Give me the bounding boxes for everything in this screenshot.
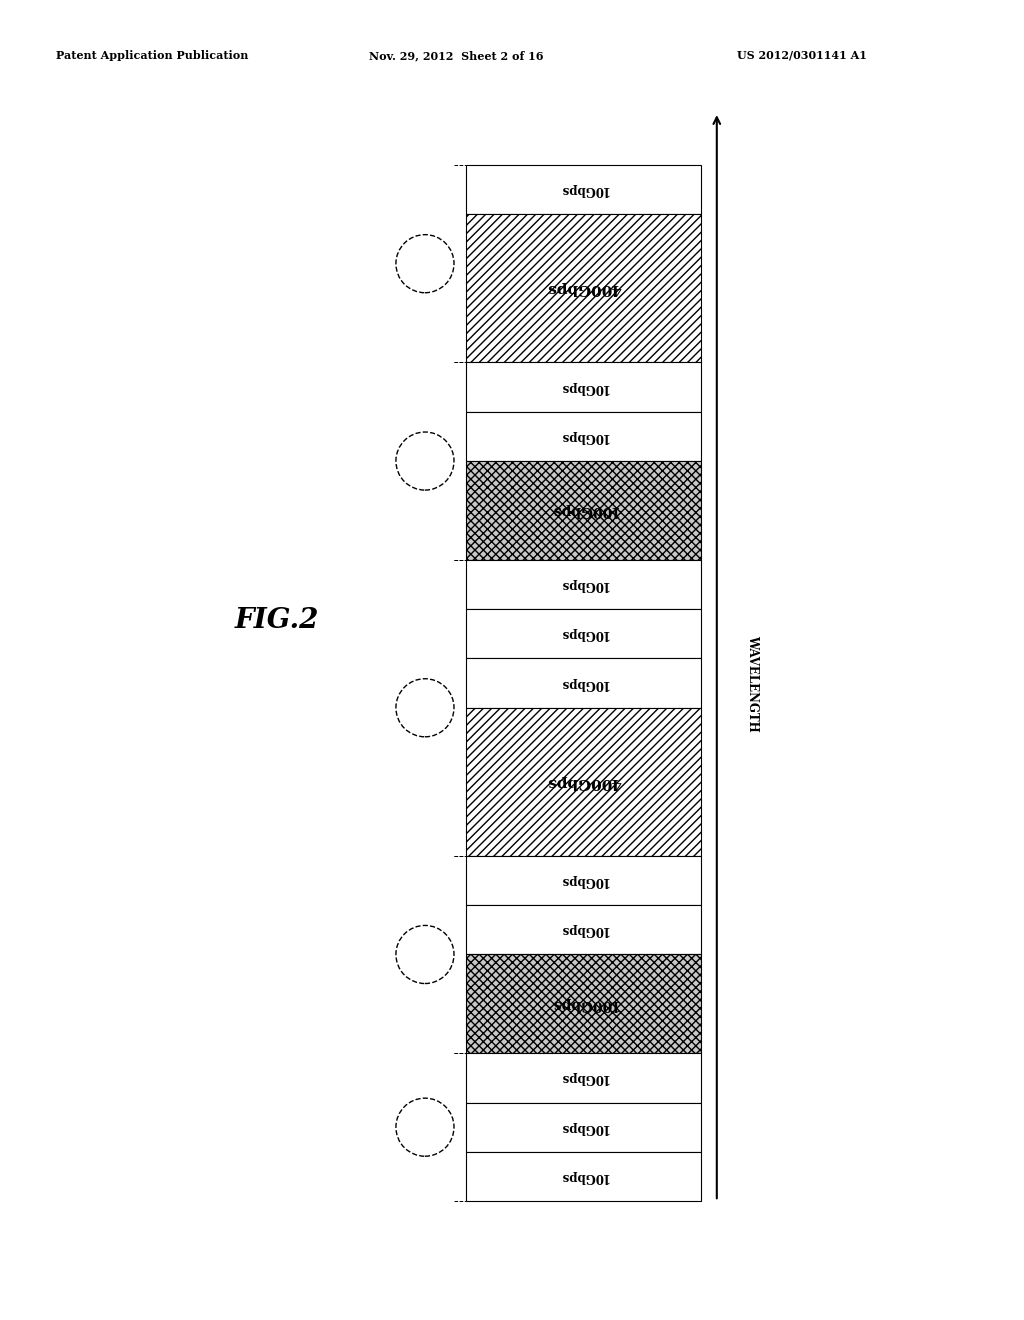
- Bar: [466, 906, 701, 954]
- Text: 10Gbps: 10Gbps: [559, 578, 608, 591]
- Bar: [466, 954, 701, 1053]
- Text: 10Gbps: 10Gbps: [559, 1121, 608, 1134]
- Text: 400Gbps: 400Gbps: [547, 775, 621, 789]
- Text: 100Gbps: 100Gbps: [550, 997, 617, 1011]
- Bar: [466, 708, 701, 855]
- Text: 10Gbps: 10Gbps: [559, 183, 608, 197]
- Bar: [466, 363, 701, 412]
- Bar: [466, 855, 701, 906]
- Text: 400Gbps: 400Gbps: [547, 281, 621, 296]
- Bar: [466, 1152, 701, 1201]
- Bar: [466, 165, 701, 214]
- Text: FIG.2: FIG.2: [234, 607, 318, 634]
- Text: WAVELENGTH: WAVELENGTH: [746, 635, 759, 731]
- Text: US 2012/0301141 A1: US 2012/0301141 A1: [737, 50, 867, 61]
- Text: 10Gbps: 10Gbps: [559, 874, 608, 887]
- Text: 10Gbps: 10Gbps: [559, 380, 608, 393]
- Text: Nov. 29, 2012  Sheet 2 of 16: Nov. 29, 2012 Sheet 2 of 16: [369, 50, 543, 61]
- Text: 10Gbps: 10Gbps: [559, 627, 608, 640]
- Text: 10Gbps: 10Gbps: [559, 677, 608, 689]
- Text: Patent Application Publication: Patent Application Publication: [56, 50, 249, 61]
- Text: 10Gbps: 10Gbps: [559, 1072, 608, 1084]
- Bar: [466, 1053, 701, 1102]
- Bar: [466, 659, 701, 708]
- Bar: [466, 609, 701, 659]
- Bar: [466, 461, 701, 560]
- Bar: [466, 412, 701, 461]
- Bar: [466, 214, 701, 363]
- Bar: [466, 560, 701, 609]
- Text: 10Gbps: 10Gbps: [559, 430, 608, 444]
- Text: 100Gbps: 100Gbps: [550, 503, 617, 517]
- Text: 10Gbps: 10Gbps: [559, 1170, 608, 1183]
- Text: 10Gbps: 10Gbps: [559, 923, 608, 936]
- Bar: [466, 1102, 701, 1152]
